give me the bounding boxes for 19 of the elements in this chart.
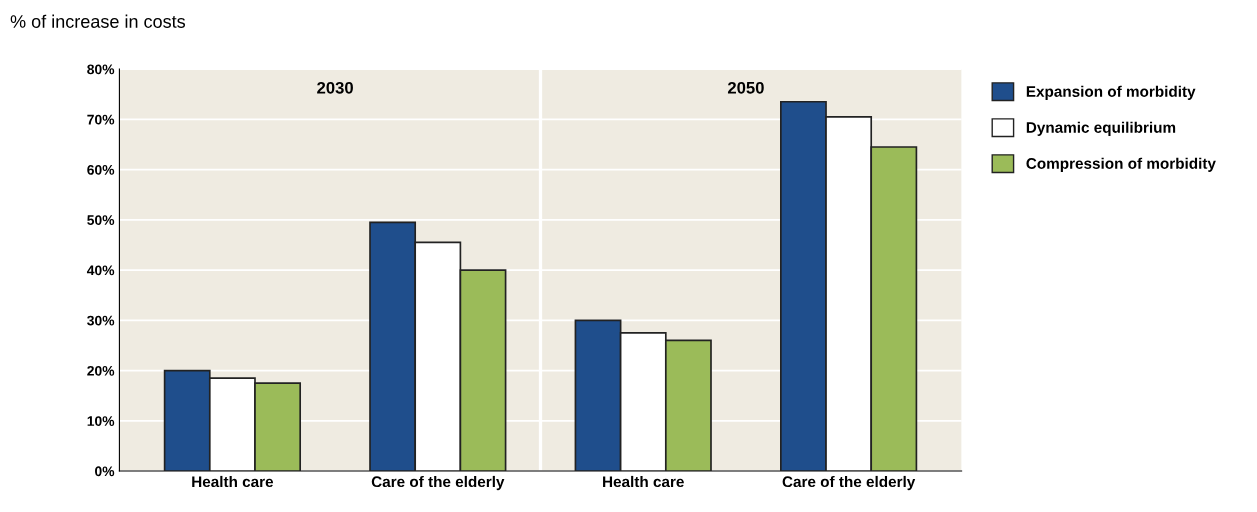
y-tick-label: 30% [87, 315, 115, 326]
y-tick-label: 10% [87, 416, 115, 426]
y-tick-label: 60% [87, 164, 115, 175]
legend-label: Expansion of morbidity [1026, 85, 1196, 100]
annotation: 2050 [727, 81, 764, 94]
x-tick-label: Care of the elderly [371, 475, 505, 491]
y-axis-title: % of increase in costs [10, 14, 186, 28]
y-tick-label: 0% [95, 466, 115, 477]
y-tick-label: 70% [87, 114, 115, 125]
x-tick-label: Health care [192, 475, 274, 488]
y-tick-label: 40% [86, 265, 115, 276]
legend-label: Dynamic equilibrium [1026, 121, 1176, 136]
legend-label: Compression of morbidity [1026, 157, 1216, 172]
x-tick-label: Care of the elderly [782, 475, 916, 491]
y-tick-label: 20% [87, 365, 115, 376]
annotation: 2030 [317, 81, 353, 94]
y-tick-label: 80% [87, 64, 115, 75]
y-tick-label: 50% [87, 215, 115, 226]
x-tick-label: Health care [603, 475, 684, 488]
